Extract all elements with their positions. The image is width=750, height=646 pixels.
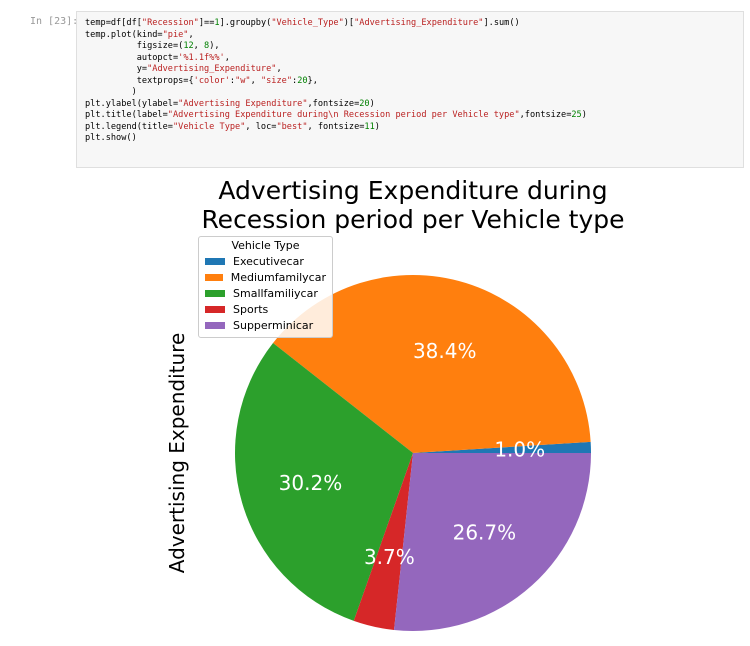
pie-slice: [273, 275, 591, 453]
code-token: ),: [209, 41, 220, 51]
code-line: ): [85, 87, 735, 99]
pie-slice: [394, 453, 591, 631]
code-line: plt.show(): [85, 133, 735, 145]
code-token: "Recession": [141, 18, 199, 28]
legend-item: Smallfamiliycar: [205, 285, 326, 301]
slice-percentage-label: 1.0%: [494, 438, 545, 462]
legend-label: Mediumfamilycar: [230, 270, 326, 284]
code-token: 25: [571, 110, 582, 120]
code-token: "best": [276, 121, 308, 132]
code-token: figsize=(: [85, 41, 184, 51]
legend-title: Vehicle Type: [231, 239, 300, 252]
chart-title-line: Recession period per Vehicle type: [201, 205, 624, 234]
code-token: ,: [224, 52, 230, 63]
legend-item: Mediumfamilycar: [205, 269, 326, 285]
code-token: 8: [204, 41, 210, 51]
pie-slice: [353, 453, 413, 630]
legend-label: Sports: [233, 302, 269, 316]
code-line: y="Advertising_Expenditure",: [85, 64, 735, 76]
code-token: ): [581, 110, 587, 120]
code-token: , loc=: [245, 121, 277, 132]
slice-percentage-label: 30.2%: [279, 471, 343, 495]
code-token: },: [307, 75, 318, 86]
code-token: "Advertising Expenditure during\n Recess…: [167, 110, 520, 120]
code-token: 20: [297, 75, 308, 86]
code-line: figsize=(12, 8),: [85, 41, 735, 53]
code-token: temp=df[df[: [85, 18, 142, 28]
code-token: ): [369, 98, 375, 109]
code-line: temp.plot(kind="pie",: [85, 30, 735, 42]
legend-label: Executivecar: [233, 254, 304, 268]
code-token: ].groupby(: [219, 18, 272, 28]
pie-slice: [235, 343, 413, 621]
legend-item: Supperminicar: [205, 317, 326, 333]
code-token: ,: [276, 64, 282, 74]
y-axis-label: Advertising Expenditure: [165, 333, 189, 574]
slice-percentage-label: 38.4%: [413, 339, 477, 363]
code-token: ,fontsize=: [519, 110, 572, 120]
code-token: 11: [364, 121, 375, 132]
code-token: autopct=: [85, 52, 179, 63]
code-token: , fontsize=: [307, 121, 365, 132]
code-token: ,: [193, 41, 205, 51]
code-token: :: [292, 75, 298, 86]
pie-slice: [413, 441, 591, 453]
legend-swatch: [205, 305, 225, 313]
code-line: plt.title(label="Advertising Expenditure…: [85, 110, 735, 122]
code-line: textprops={'color':"w", "size":20},: [85, 76, 735, 88]
legend-item: Sports: [205, 301, 326, 317]
code-token: ): [374, 121, 380, 132]
code-token: ,: [188, 29, 194, 40]
legend-item: Executivecar: [205, 253, 326, 269]
code-token: 12: [183, 41, 194, 51]
code-token: textprops={: [85, 75, 194, 86]
chart-title-line: Advertising Expenditure during: [218, 176, 607, 205]
code-editor[interactable]: temp=df[df["Recession"]==1].groupby("Veh…: [85, 18, 735, 145]
cell-output: Advertising Expenditure during Recession …: [0, 170, 750, 646]
code-line: autopct='%1.1f%%',: [85, 53, 735, 65]
legend-swatch: [205, 257, 225, 265]
code-token: ,fontsize=: [307, 98, 360, 109]
code-token: )[: [343, 18, 355, 28]
legend-swatch: [205, 289, 225, 297]
code-token: plt.show(): [85, 133, 137, 143]
legend-label: Supperminicar: [233, 318, 314, 332]
code-line: temp=df[df["Recession"]==1].groupby("Veh…: [85, 18, 735, 30]
code-token: :: [229, 75, 236, 86]
code-token: ): [85, 87, 137, 97]
legend-swatch: [205, 273, 223, 281]
code-token: "pie": [162, 29, 189, 40]
code-token: 1: [214, 18, 220, 28]
code-token: ].sum(): [483, 18, 520, 28]
code-token: ,: [250, 75, 261, 86]
code-token: plt.ylabel(ylabel=: [85, 98, 179, 109]
code-token: "Advertising_Expenditure": [354, 18, 484, 28]
code-line: plt.legend(title="Vehicle Type", loc="be…: [85, 122, 735, 134]
slice-percentage-label: 3.7%: [364, 545, 415, 569]
code-token: ]==: [198, 18, 215, 28]
chart-legend: Vehicle Type Executivecar Mediumfamilycar…: [198, 236, 333, 338]
code-token: "size": [260, 75, 292, 86]
code-input-area[interactable]: temp=df[df["Recession"]==1].groupby("Veh…: [76, 11, 744, 168]
code-token: 'color': [193, 75, 230, 86]
code-token: plt.title(label=: [85, 110, 168, 120]
code-line: plt.ylabel(ylabel="Advertising Expenditu…: [85, 99, 735, 111]
pie-chart: Advertising Expenditure duringRecession …: [165, 176, 625, 631]
code-token: "w": [235, 75, 251, 86]
code-token: "Advertising_Expenditure": [147, 64, 277, 74]
cell-prompt: In [23]:: [30, 16, 79, 27]
code-token: "Vehicle Type": [172, 121, 246, 132]
legend-label: Smallfamiliycar: [233, 286, 318, 300]
legend-swatch: [205, 321, 225, 329]
code-token: plt.legend(title=: [85, 121, 173, 132]
code-token: "Vehicle_Type": [271, 18, 344, 28]
slice-percentage-label: 26.7%: [453, 520, 517, 544]
code-token: temp.plot(kind=: [85, 29, 163, 40]
code-token: '%1.1f%%': [178, 52, 225, 63]
code-token: "Advertising Expenditure": [178, 98, 308, 109]
code-token: 20: [359, 98, 370, 109]
code-token: y=: [85, 64, 148, 74]
